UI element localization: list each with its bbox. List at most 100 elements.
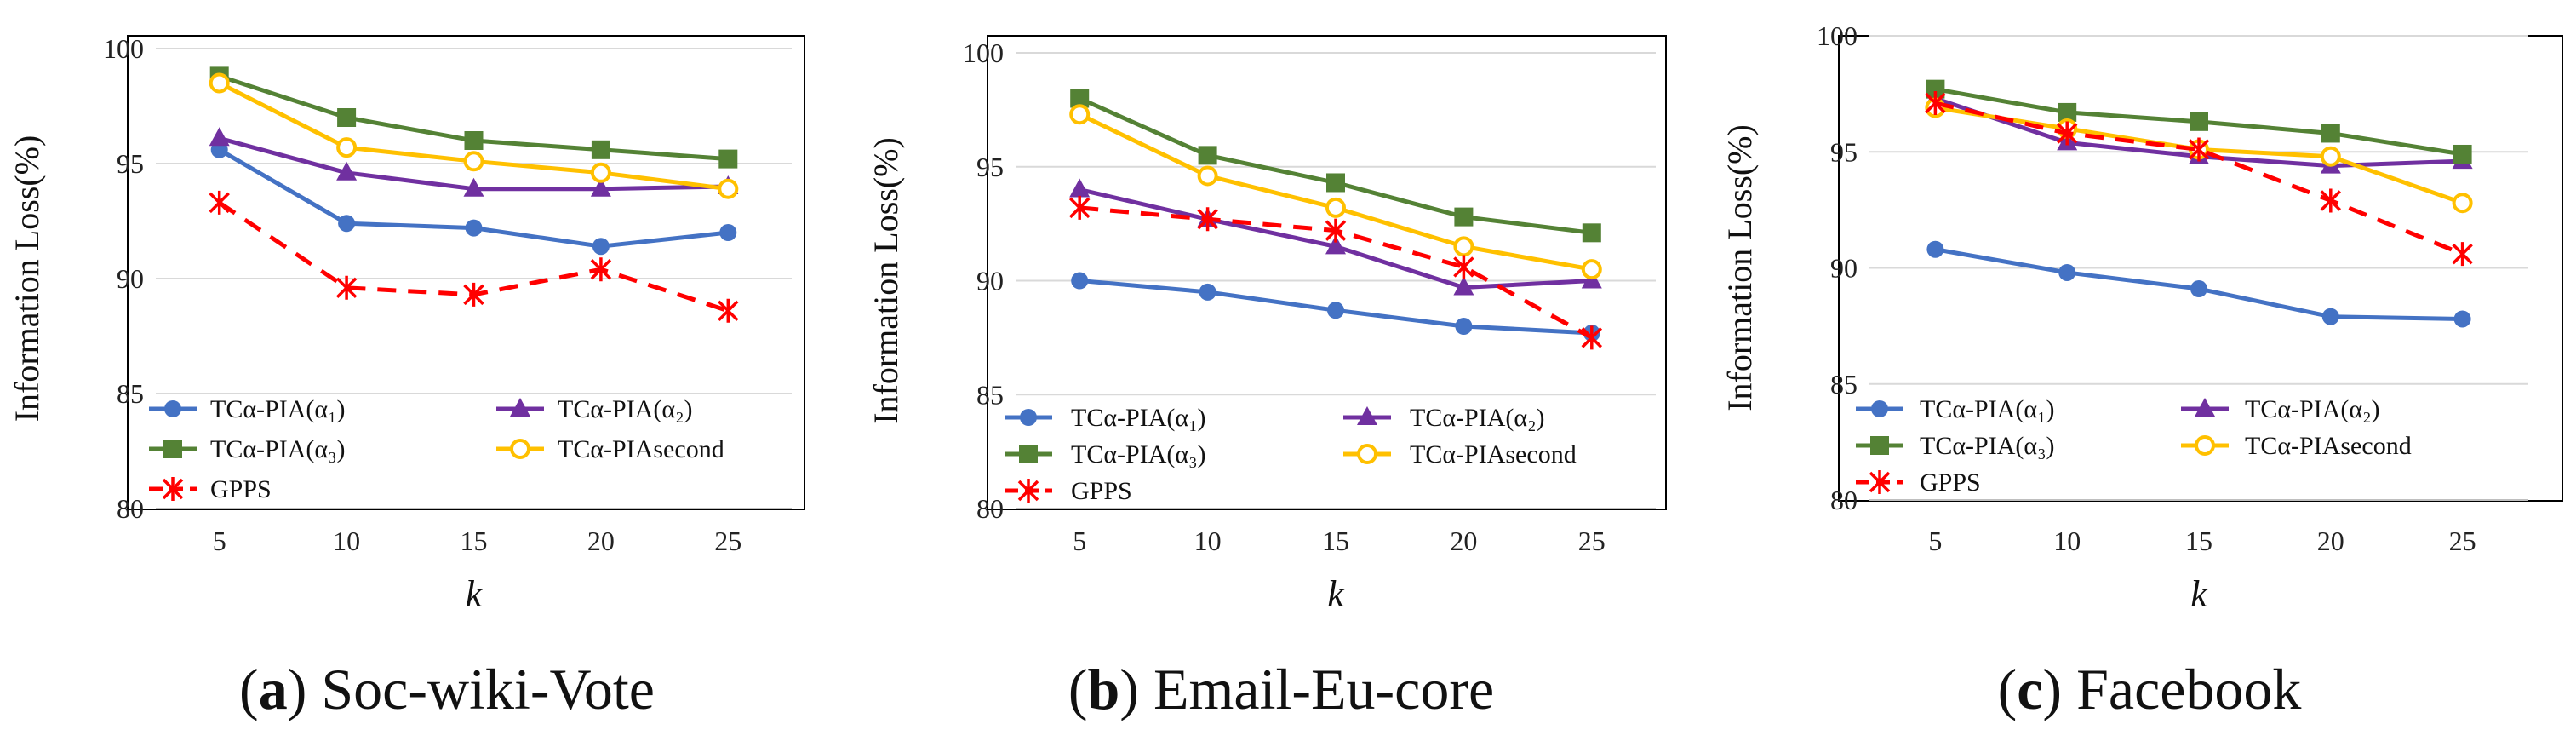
legend-entry: GPPS bbox=[1005, 477, 1132, 505]
series-5 bbox=[209, 190, 739, 323]
legend-label: TCα-PIA(α₁) bbox=[1920, 395, 2055, 423]
caption-letter: a bbox=[258, 657, 288, 721]
data-point bbox=[337, 108, 357, 127]
y-tick-label: 80 bbox=[1830, 485, 1858, 515]
legend-entry: TCα-PIA(α₃) bbox=[1856, 432, 2055, 460]
legend-marker bbox=[1869, 470, 1891, 494]
legend-label: TCα-PIA(α₃) bbox=[1920, 432, 2055, 460]
legend-label: GPPS bbox=[1920, 468, 1981, 497]
legend-entry: TCα-PIAsecond bbox=[496, 435, 724, 463]
x-tick-label: 10 bbox=[1194, 526, 1222, 556]
data-point bbox=[463, 282, 484, 307]
legend: TCα-PIA(α₁) TCα-PIA(α₂) TCα-PIA(α₃) TCα-PIA… bbox=[149, 395, 724, 503]
y-tick-label: 85 bbox=[976, 379, 1004, 410]
caption-letter: c bbox=[2017, 657, 2043, 721]
data-point bbox=[1325, 197, 1346, 218]
legend-marker bbox=[1019, 445, 1038, 463]
data-point bbox=[2320, 146, 2341, 167]
data-point bbox=[2190, 112, 2208, 131]
series-1 bbox=[210, 141, 737, 256]
caption-text: Email-Eu-core bbox=[1153, 657, 1495, 721]
chart-frame bbox=[127, 35, 805, 510]
data-point bbox=[1069, 178, 1091, 198]
caption-a: (a) Soc-wiki-Vote bbox=[239, 657, 655, 721]
legend-entry: TCα-PIA(α₁) bbox=[149, 395, 346, 423]
chart-panel-c: 80 85 90 95 100 5 10 15 20 25 k Information Loss(%)… bbox=[1720, 20, 2563, 615]
series-3 bbox=[1926, 79, 2472, 164]
y-tick-label: 95 bbox=[976, 152, 1004, 182]
x-tick-label: 15 bbox=[2185, 526, 2212, 556]
x-axis-label: k bbox=[1327, 573, 1345, 615]
data-point bbox=[2320, 188, 2342, 213]
data-point bbox=[209, 127, 230, 147]
data-point bbox=[463, 151, 484, 172]
data-point bbox=[1926, 240, 1944, 258]
legend-label: TCα-PIA(α₂) bbox=[1410, 404, 1545, 432]
legend-marker bbox=[1357, 444, 1377, 464]
legend-label: TCα-PIA(α₁) bbox=[210, 395, 346, 423]
series-5 bbox=[1068, 195, 1603, 350]
data-point bbox=[1453, 255, 1474, 279]
x-tick-label: 5 bbox=[1073, 526, 1086, 556]
legend-label: GPPS bbox=[210, 475, 272, 503]
y-tick-label: 95 bbox=[1830, 136, 1858, 167]
caption-b: (b) Email-Eu-core bbox=[1068, 657, 1495, 721]
y-tick-label: 90 bbox=[976, 266, 1004, 296]
y-tick-label: 80 bbox=[117, 493, 144, 524]
chart-frame bbox=[987, 35, 1667, 510]
series-3 bbox=[209, 66, 738, 169]
data-point bbox=[1199, 283, 1216, 301]
x-tick-label: 15 bbox=[1322, 526, 1349, 556]
y-axis-label: Information Loss(%) bbox=[1720, 124, 1759, 411]
data-point bbox=[2058, 263, 2076, 281]
data-point bbox=[336, 161, 358, 181]
data-point bbox=[1197, 207, 1218, 232]
data-point bbox=[590, 177, 611, 197]
data-point bbox=[1071, 272, 1089, 290]
legend-entry: TCα-PIA(α₂) bbox=[2181, 395, 2380, 423]
legend-label: TCα-PIA(α₃) bbox=[210, 435, 346, 463]
y-tick-label: 90 bbox=[117, 263, 144, 294]
series-4 bbox=[209, 72, 739, 199]
x-tick-label: 10 bbox=[2053, 526, 2081, 556]
data-point bbox=[2188, 137, 2210, 162]
legend-label: GPPS bbox=[1071, 477, 1132, 505]
data-point bbox=[2452, 242, 2473, 267]
data-point bbox=[1326, 173, 1345, 193]
legend-marker bbox=[510, 439, 530, 459]
data-point bbox=[590, 162, 611, 183]
data-point bbox=[2190, 280, 2207, 298]
series-1 bbox=[1926, 240, 2471, 328]
data-point bbox=[1198, 146, 1217, 165]
data-point bbox=[1453, 276, 1474, 296]
legend-marker bbox=[1017, 479, 1039, 503]
legend-label: TCα-PIA(α₂) bbox=[2245, 395, 2380, 423]
y-tick-label: 100 bbox=[963, 37, 1004, 68]
data-point bbox=[338, 215, 356, 233]
y-tick-label: 100 bbox=[103, 33, 144, 64]
x-tick-label: 25 bbox=[1578, 526, 1606, 556]
legend-marker bbox=[2195, 435, 2215, 456]
data-point bbox=[1581, 259, 1602, 280]
data-point bbox=[463, 177, 484, 197]
data-point bbox=[336, 137, 358, 158]
data-point bbox=[719, 224, 737, 241]
x-axis-label: k bbox=[466, 573, 484, 615]
series-3 bbox=[1070, 89, 1601, 243]
legend-entry: TCα-PIA(α₃) bbox=[1005, 440, 1206, 468]
data-point bbox=[2453, 144, 2472, 164]
data-point bbox=[590, 257, 612, 282]
data-point bbox=[1070, 89, 1090, 108]
data-point bbox=[2058, 102, 2077, 122]
x-tick-label: 5 bbox=[1928, 526, 1942, 556]
data-point bbox=[209, 72, 230, 94]
x-tick-label: 5 bbox=[213, 526, 226, 556]
y-axis-label: Information Loss(%) bbox=[8, 135, 46, 422]
y-tick-label: 85 bbox=[117, 378, 144, 409]
data-point bbox=[592, 238, 610, 256]
data-point bbox=[335, 275, 358, 300]
legend-entry: TCα-PIAsecond bbox=[1343, 440, 1577, 468]
data-point bbox=[591, 140, 610, 159]
y-tick-label: 95 bbox=[117, 148, 144, 179]
